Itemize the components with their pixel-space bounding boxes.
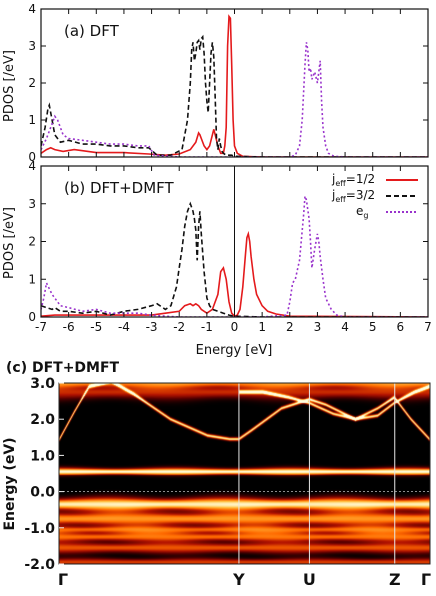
y-tick-label: 1	[28, 272, 36, 286]
panel-c-spectral: (c) DFT+DMFT Energy (eV)	[2, 360, 120, 531]
legend-jhalf-main: j	[331, 172, 335, 186]
x-tick-label: 3	[314, 320, 322, 334]
x-tick-label: -6	[63, 320, 75, 334]
x-tick-label: 0	[231, 320, 239, 334]
y-tick-label: 2	[28, 235, 36, 249]
svg-text:jeff=1/2: jeff=1/2	[331, 172, 375, 188]
x-tick-label: -3	[146, 320, 158, 334]
legend: jeff=1/2 jeff=3/2 eg	[331, 172, 418, 220]
y-tick-label: 0	[28, 150, 36, 164]
legend-entry-jeff-threehalf: jeff=3/2	[331, 188, 418, 204]
legend-eg-main: e	[356, 204, 363, 218]
legend-jthreehalf-main: j	[331, 188, 335, 202]
svg-text:jeff=3/2: jeff=3/2	[331, 188, 375, 204]
panel-b-ylabel: PDOS [/eV]	[2, 207, 17, 279]
panel-b-dft-dmft: (b) DFT+DMFT PDOS [/eV] Energy [eV] jeff…	[2, 159, 432, 358]
x-tick-label: -7	[35, 320, 47, 334]
panel-c-ylabel: Energy (eV)	[2, 437, 18, 530]
x-tick-label: -5	[90, 320, 102, 334]
legend-jthreehalf-rest: =3/2	[346, 188, 375, 202]
series-line-jhalf	[41, 230, 428, 317]
series-line-eg	[41, 42, 428, 157]
panel-a-title: (a) DFT	[64, 22, 120, 40]
x-tick-label: -4	[118, 320, 130, 334]
x-tick-label: 4	[341, 320, 349, 334]
legend-entry-jeff-half: jeff=1/2	[331, 172, 418, 188]
y-tick-label: 1	[28, 113, 36, 127]
x-tick-label: -2	[173, 320, 185, 334]
y-tick-label: 4	[28, 2, 36, 16]
y-tick-label: 4	[28, 159, 36, 173]
legend-jthreehalf-sub: eff	[335, 195, 346, 204]
legend-entry-eg: eg	[356, 204, 418, 220]
svg-text:eg: eg	[356, 204, 368, 220]
legend-jhalf-sub: eff	[335, 179, 346, 188]
legend-jhalf-rest: =1/2	[346, 172, 375, 186]
y-tick-label: 3	[28, 197, 36, 211]
panel-c-title: (c) DFT+DMFT	[6, 360, 120, 376]
series-line-jthreehalf	[41, 34, 428, 157]
y-tick-label: 2	[28, 76, 36, 90]
panel-b-xlabel: Energy [eV]	[196, 343, 273, 358]
panel-b-title: (b) DFT+DMFT	[64, 179, 174, 197]
series-line-eg	[41, 195, 428, 317]
panel-a-ylabel: PDOS [/eV]	[2, 50, 17, 122]
y-tick-label: 3	[28, 39, 36, 53]
x-tick-label: 1	[258, 320, 266, 334]
y-tick-label: 0	[28, 310, 36, 324]
x-tick-label: 7	[424, 320, 432, 334]
x-tick-label: -1	[201, 320, 213, 334]
series-line-jthreehalf	[41, 201, 428, 317]
x-tick-label: 6	[397, 320, 405, 334]
x-tick-label: 2	[286, 320, 294, 334]
spectral-heatmap	[59, 383, 430, 564]
legend-eg-sub: g	[363, 211, 368, 220]
x-tick-label: 5	[369, 320, 377, 334]
panel-a-dft: (a) DFT PDOS [/eV] 0 1 2 3 4	[2, 2, 429, 164]
